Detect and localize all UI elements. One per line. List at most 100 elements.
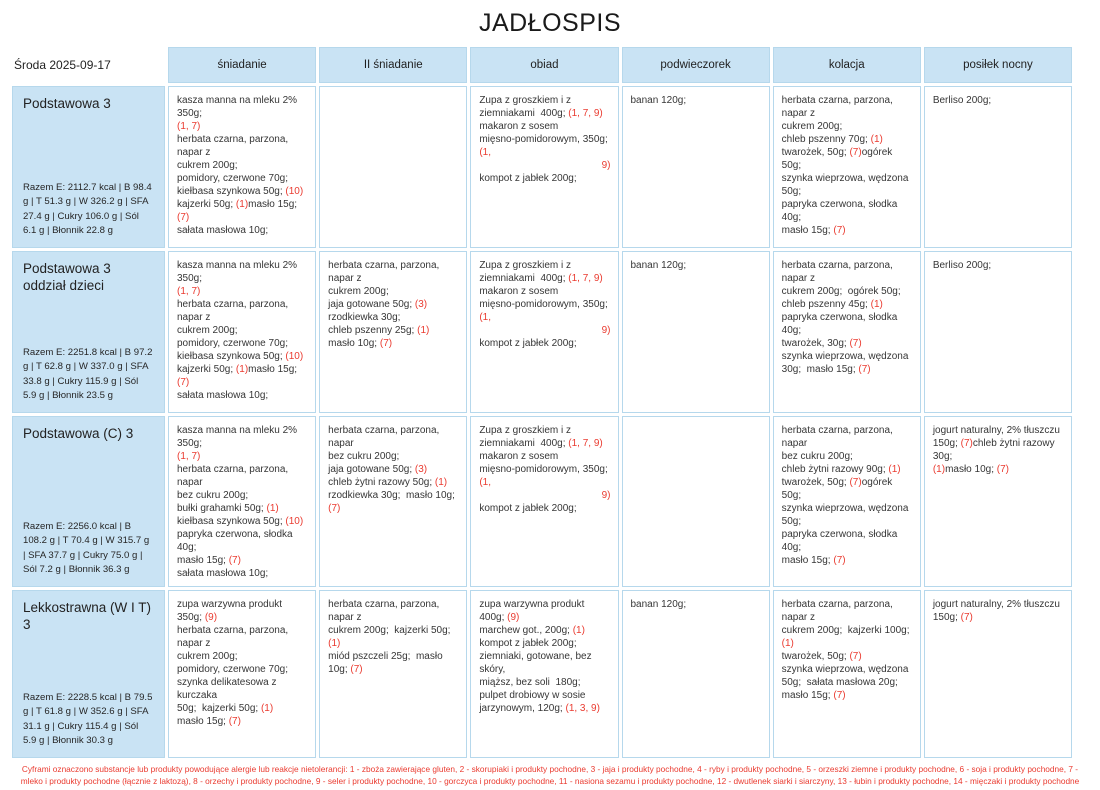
meal-cell-3 [621, 416, 770, 587]
menu-text: sałata masłowa 10g; [177, 568, 269, 579]
menu-line: kajzerki 50g; (1)masło 15g; (7) [177, 198, 308, 224]
menu-text: twarożek, 50g; [781, 651, 850, 662]
menu-line: cukrem 200g; ogórek 50g; [782, 285, 913, 298]
menu-line: ziemniakami 400g; (1, 7, 9) [479, 437, 610, 450]
allergen-marker: (1, 7, 9) [568, 108, 603, 119]
menu-line: banan 120g; [631, 94, 762, 107]
menu-text: ziemniakami 400g; [479, 108, 569, 119]
menu-line: pomidory, czerwone 70g; [177, 172, 308, 185]
menu-text: bez cukru 200g; [177, 490, 249, 501]
allergen-marker: (7) [996, 464, 1009, 475]
allergen-marker: (1) [781, 638, 794, 649]
menu-text: herbata czarna, parzona, napar z [328, 599, 443, 623]
menu-line: kiełbasa szynkowa 50g; (10) [177, 515, 308, 528]
menu-line: cukrem 200g; [328, 285, 459, 298]
menu-line: makaron z sosem [479, 285, 610, 298]
menu-line: bez cukru 200g; [782, 450, 913, 463]
menu-line: banan 120g; [631, 598, 762, 611]
menu-text: rzodkiewka 30g; [328, 312, 401, 323]
menu-text: Zupa z groszkiem i z [479, 260, 572, 271]
menu-line: cukrem 200g; [177, 650, 308, 663]
allergen-marker: (7) [849, 477, 862, 488]
menu-text: cukrem 200g; ogórek 50g; [781, 286, 901, 297]
menu-line: marchew got., 200g; (1) [479, 624, 610, 637]
allergen-marker: (1) [235, 199, 249, 210]
menu-line: makaron z sosem [479, 450, 610, 463]
allergen-marker: (1, [479, 147, 491, 158]
menu-line: 50g; sałata masłowa 20g; [782, 676, 913, 689]
menu-line: 50g; [782, 515, 913, 528]
menu-text: Berliso 200g; [932, 95, 992, 106]
menu-text: 150g; [932, 438, 961, 449]
menu-text: ziemniakami 400g; [479, 273, 569, 284]
meal-cell-2: zupa warzywna produkt 400g; (9) marchew g… [470, 590, 619, 758]
menu-text: twarożek, 30g; [781, 338, 850, 349]
allergen-marker: (3) [414, 299, 428, 310]
menu-text: sałata masłowa 10g; [177, 225, 269, 236]
menu-text: masło 15g; [248, 199, 300, 210]
allergen-marker: (10) [285, 516, 304, 527]
allergen-marker: (1) [434, 477, 448, 488]
meal-cell-1 [319, 86, 468, 248]
menu-line: szynka wieprzowa, wędzona [782, 172, 913, 185]
menu-line: (1, 7) [177, 120, 308, 133]
allergen-marker: (1, [479, 312, 491, 323]
menu-text: herbata czarna, parzona, napar z [781, 95, 896, 119]
meal-cell-5: jogurt naturalny, 2% tłuszczu 150g; (7) [923, 590, 1072, 758]
menu-line: herbata czarna, parzona, napar z [177, 624, 308, 650]
meal-cell-5: jogurt naturalny, 2% tłuszczu 150g; (7)ch… [923, 416, 1072, 587]
menu-text: 50g; [781, 516, 802, 527]
menu-text: ziemniakami 400g; [479, 438, 569, 449]
menu-line: szynka delikatesowa z kurczaka [177, 676, 308, 702]
page-title: JADŁOSPIS [478, 9, 622, 37]
menu-text: pulpet drobiowy w sosie [479, 690, 586, 701]
menu-line: 9) [479, 159, 611, 172]
menu-text: kasza manna na mleku 2% 350g; [177, 425, 300, 449]
menu-text: papryka czerwona, słodka 40g; [781, 199, 901, 223]
allergen-marker: (7) [328, 503, 341, 514]
menu-text: szynka delikatesowa z kurczaka [177, 677, 280, 701]
menu-text: masło 15g; [177, 555, 229, 566]
allergen-marker: (1, 3, 9) [565, 703, 600, 714]
menu-text: cukrem 200g; [177, 651, 238, 662]
diet-row: Podstawowa 3 Razem E: 2112.7 kcal | B 98.… [12, 86, 1072, 248]
menu-text: cukrem 200g; [328, 286, 389, 297]
menu-line: herbata czarna, parzona, napar z [782, 259, 913, 285]
allergen-marker: (9) [204, 612, 218, 623]
allergen-marker: (7) [228, 555, 241, 566]
allergen-marker: (1) [888, 464, 901, 475]
menu-text: kiełbasa szynkowa 50g; [177, 516, 286, 527]
allergen-marker: (1, 7) [177, 451, 201, 462]
menu-text: zupa warzywna produkt 400g; [479, 599, 588, 623]
menu-line: cukrem 200g; [177, 159, 308, 172]
menu-text: cukrem 200g; [177, 160, 238, 171]
menu-text: herbata czarna, parzona, napar z [177, 134, 291, 158]
menu-line: kasza manna na mleku 2% 350g; [177, 259, 308, 285]
menu-line: twarożek, 50g; (7) [782, 650, 913, 663]
menu-line: herbata czarna, parzona, napar [328, 424, 459, 450]
menu-line: twarożek, 50g; (7)ogórek 50g; [782, 146, 913, 172]
menu-text: pomidory, czerwone 70g; [177, 338, 288, 349]
menu-line: bez cukru 200g; [177, 489, 308, 502]
menu-line: chleb żytni razowy 50g; (1) [328, 476, 459, 489]
menu-text: jaja gotowane 50g; [328, 464, 415, 475]
menu-line: masło 15g; (7) [177, 715, 308, 728]
col-header-3: podwieczorek [621, 47, 770, 83]
menu-line: kasza manna na mleku 2% 350g; [177, 424, 308, 450]
menu-line: (1, 7) [177, 450, 308, 463]
menu-line: makaron z sosem [479, 120, 610, 133]
menu-line: Zupa z groszkiem i z [479, 94, 610, 107]
menu-text: kompot z jabłek 200g; [479, 173, 577, 184]
menu-text: banan 120g; [630, 599, 687, 610]
menu-text: masło 15g; [248, 364, 300, 375]
menu-text: marchew got., 200g; [479, 625, 573, 636]
menu-text: twarożek, 50g; [781, 477, 850, 488]
col-header-1: II śniadanie [319, 47, 468, 83]
allergen-marker: (1) [870, 299, 883, 310]
meal-cell-0: kasza manna na mleku 2% 350g; (1, 7) herba… [168, 416, 317, 587]
menu-text: 50g; sałata masłowa 20g; [781, 677, 898, 688]
menu-line: sałata masłowa 10g; [177, 389, 308, 402]
allergen-marker: (1) [417, 325, 430, 336]
menu-text: zupa warzywna produkt 350g; [177, 599, 285, 623]
diet-summary: Razem E: 2251.8 kcal | B 97.2 g | T 62.8… [23, 346, 153, 402]
